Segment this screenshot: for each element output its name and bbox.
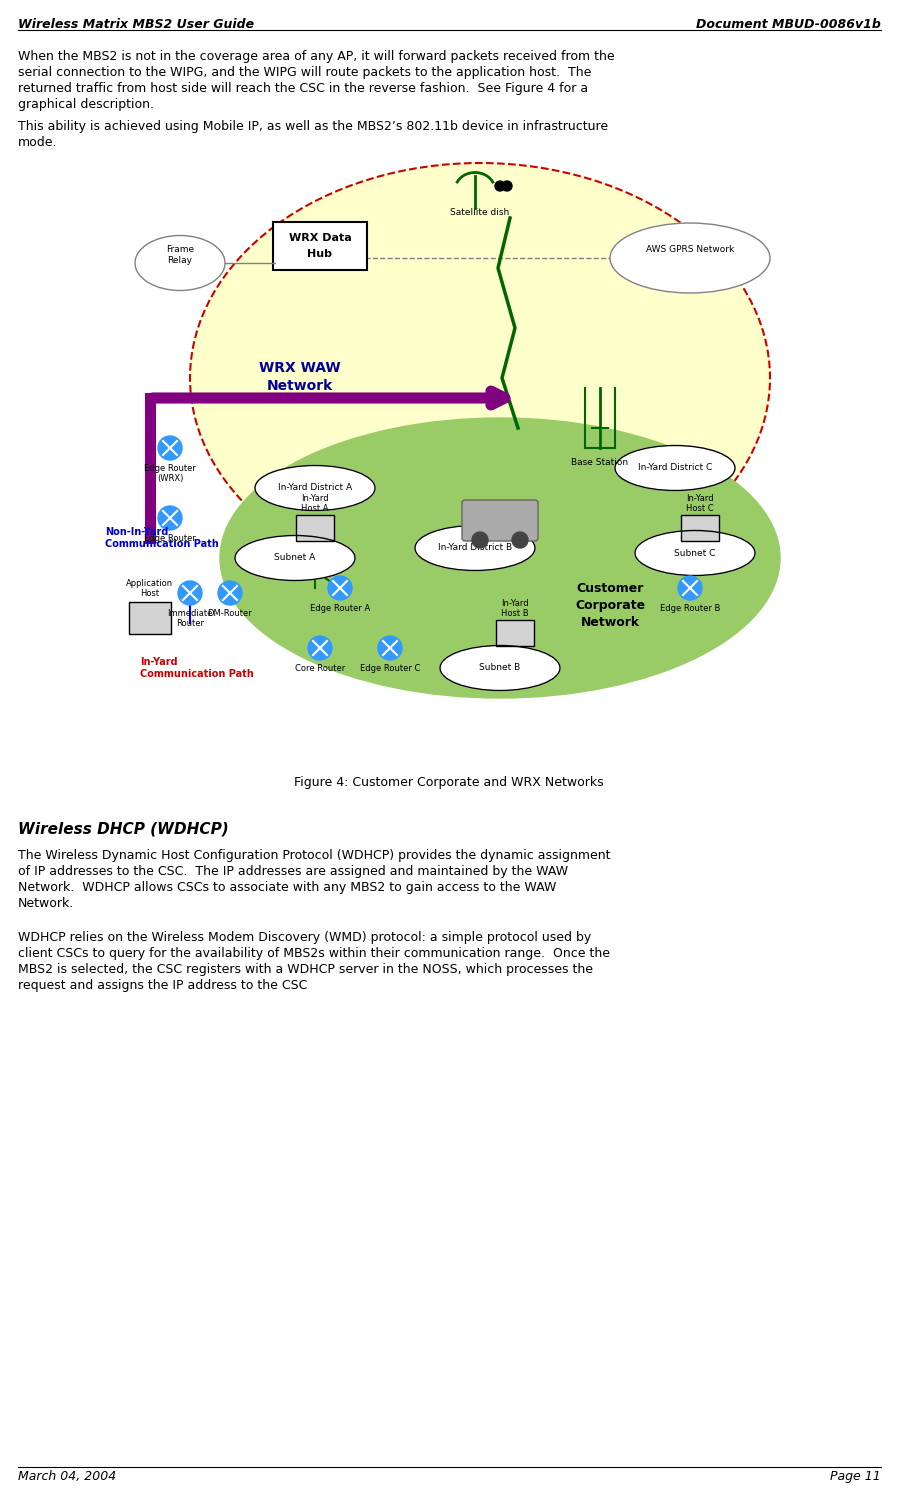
FancyBboxPatch shape bbox=[296, 514, 334, 541]
FancyBboxPatch shape bbox=[681, 514, 719, 541]
Text: Core Router: Core Router bbox=[295, 664, 345, 673]
Text: MBS2 is selected, the CSC registers with a WDHCP server in the NOSS, which proce: MBS2 is selected, the CSC registers with… bbox=[18, 963, 593, 976]
Text: Hub: Hub bbox=[307, 250, 333, 259]
Circle shape bbox=[512, 532, 528, 549]
Text: In-Yard District A: In-Yard District A bbox=[278, 483, 352, 492]
Text: graphical description.: graphical description. bbox=[18, 99, 154, 111]
Text: WRX WAW: WRX WAW bbox=[259, 360, 341, 375]
Text: Network: Network bbox=[581, 616, 639, 628]
Text: In-Yard District B: In-Yard District B bbox=[438, 544, 512, 553]
Text: This ability is achieved using Mobile IP, as well as the MBS2’s 802.11b device i: This ability is achieved using Mobile IP… bbox=[18, 120, 608, 133]
Text: of IP addresses to the CSC.  The IP addresses are assigned and maintained by the: of IP addresses to the CSC. The IP addre… bbox=[18, 866, 568, 878]
Text: AWS GPRS Network: AWS GPRS Network bbox=[645, 245, 734, 254]
Text: Network: Network bbox=[267, 380, 334, 393]
Circle shape bbox=[502, 181, 512, 191]
Circle shape bbox=[328, 576, 352, 599]
Ellipse shape bbox=[235, 535, 355, 580]
Text: Subnet B: Subnet B bbox=[479, 664, 521, 673]
Circle shape bbox=[178, 582, 202, 605]
Text: In-Yard
Communication Path: In-Yard Communication Path bbox=[140, 658, 254, 679]
Text: In-Yard
Host A: In-Yard Host A bbox=[301, 493, 329, 513]
Text: Network.: Network. bbox=[18, 897, 75, 910]
Ellipse shape bbox=[440, 646, 560, 691]
Text: WDHCP relies on the Wireless Modem Discovery (WMD) protocol: a simple protocol u: WDHCP relies on the Wireless Modem Disco… bbox=[18, 931, 592, 943]
Text: serial connection to the WIPG, and the WIPG will route packets to the applicatio: serial connection to the WIPG, and the W… bbox=[18, 66, 592, 79]
FancyBboxPatch shape bbox=[462, 499, 538, 541]
Ellipse shape bbox=[635, 531, 755, 576]
Text: Corporate: Corporate bbox=[575, 598, 645, 611]
FancyBboxPatch shape bbox=[273, 221, 367, 271]
Circle shape bbox=[472, 532, 488, 549]
Text: In-Yard
Host B: In-Yard Host B bbox=[501, 598, 529, 617]
Text: Edge Router B: Edge Router B bbox=[660, 604, 720, 613]
Text: Edge Router A: Edge Router A bbox=[310, 604, 370, 613]
Text: Subnet A: Subnet A bbox=[274, 553, 316, 562]
Ellipse shape bbox=[415, 526, 535, 571]
Text: Wireless Matrix MBS2 User Guide: Wireless Matrix MBS2 User Guide bbox=[18, 18, 254, 31]
Text: Base Station: Base Station bbox=[572, 457, 628, 466]
Text: Figure 4: Customer Corporate and WRX Networks: Figure 4: Customer Corporate and WRX Net… bbox=[294, 776, 604, 789]
Text: Immediate
Router: Immediate Router bbox=[167, 608, 213, 628]
Circle shape bbox=[495, 181, 505, 191]
Text: Document MBUD-0086v1b: Document MBUD-0086v1b bbox=[696, 18, 881, 31]
Text: mode.: mode. bbox=[18, 136, 58, 150]
Text: DM-Router: DM-Router bbox=[208, 608, 253, 617]
Text: Edge Router
(WRX): Edge Router (WRX) bbox=[144, 463, 196, 483]
FancyBboxPatch shape bbox=[496, 620, 534, 646]
Text: Page 11: Page 11 bbox=[831, 1470, 881, 1483]
Text: Edge Router: Edge Router bbox=[144, 534, 196, 543]
FancyArrowPatch shape bbox=[153, 392, 505, 405]
FancyBboxPatch shape bbox=[129, 602, 171, 634]
Ellipse shape bbox=[220, 419, 780, 698]
Text: When the MBS2 is not in the coverage area of any AP, it will forward packets rec: When the MBS2 is not in the coverage are… bbox=[18, 49, 615, 63]
Ellipse shape bbox=[610, 223, 770, 293]
Text: Satellite dish: Satellite dish bbox=[450, 208, 510, 217]
Text: returned traffic from host side will reach the CSC in the reverse fashion.  See : returned traffic from host side will rea… bbox=[18, 82, 588, 96]
Text: In-Yard
Host C: In-Yard Host C bbox=[686, 493, 714, 513]
Circle shape bbox=[678, 576, 702, 599]
Ellipse shape bbox=[190, 163, 770, 594]
Text: Subnet C: Subnet C bbox=[674, 549, 716, 558]
Text: The Wireless Dynamic Host Configuration Protocol (WDHCP) provides the dynamic as: The Wireless Dynamic Host Configuration … bbox=[18, 849, 610, 863]
Ellipse shape bbox=[255, 465, 375, 510]
Circle shape bbox=[158, 505, 182, 531]
Text: March 04, 2004: March 04, 2004 bbox=[18, 1470, 116, 1483]
Text: Customer: Customer bbox=[576, 582, 644, 595]
Circle shape bbox=[158, 437, 182, 460]
Text: Frame
Relay: Frame Relay bbox=[166, 245, 194, 265]
Text: Application
Host: Application Host bbox=[127, 579, 174, 598]
Text: Non-In-Yard
Communication Path: Non-In-Yard Communication Path bbox=[105, 528, 218, 549]
Text: In-Yard District C: In-Yard District C bbox=[638, 463, 712, 472]
Circle shape bbox=[378, 635, 402, 659]
Text: Network.  WDHCP allows CSCs to associate with any MBS2 to gain access to the WAW: Network. WDHCP allows CSCs to associate … bbox=[18, 881, 556, 894]
Text: Wireless DHCP (WDHCP): Wireless DHCP (WDHCP) bbox=[18, 821, 228, 836]
Text: Edge Router C: Edge Router C bbox=[360, 664, 420, 673]
Ellipse shape bbox=[615, 446, 735, 490]
Text: client CSCs to query for the availability of MBS2s within their communication ra: client CSCs to query for the availabilit… bbox=[18, 946, 610, 960]
Text: WRX Data: WRX Data bbox=[289, 233, 352, 244]
Text: request and assigns the IP address to the CSC: request and assigns the IP address to th… bbox=[18, 979, 307, 993]
Ellipse shape bbox=[135, 236, 225, 290]
Circle shape bbox=[218, 582, 242, 605]
Circle shape bbox=[308, 635, 332, 659]
